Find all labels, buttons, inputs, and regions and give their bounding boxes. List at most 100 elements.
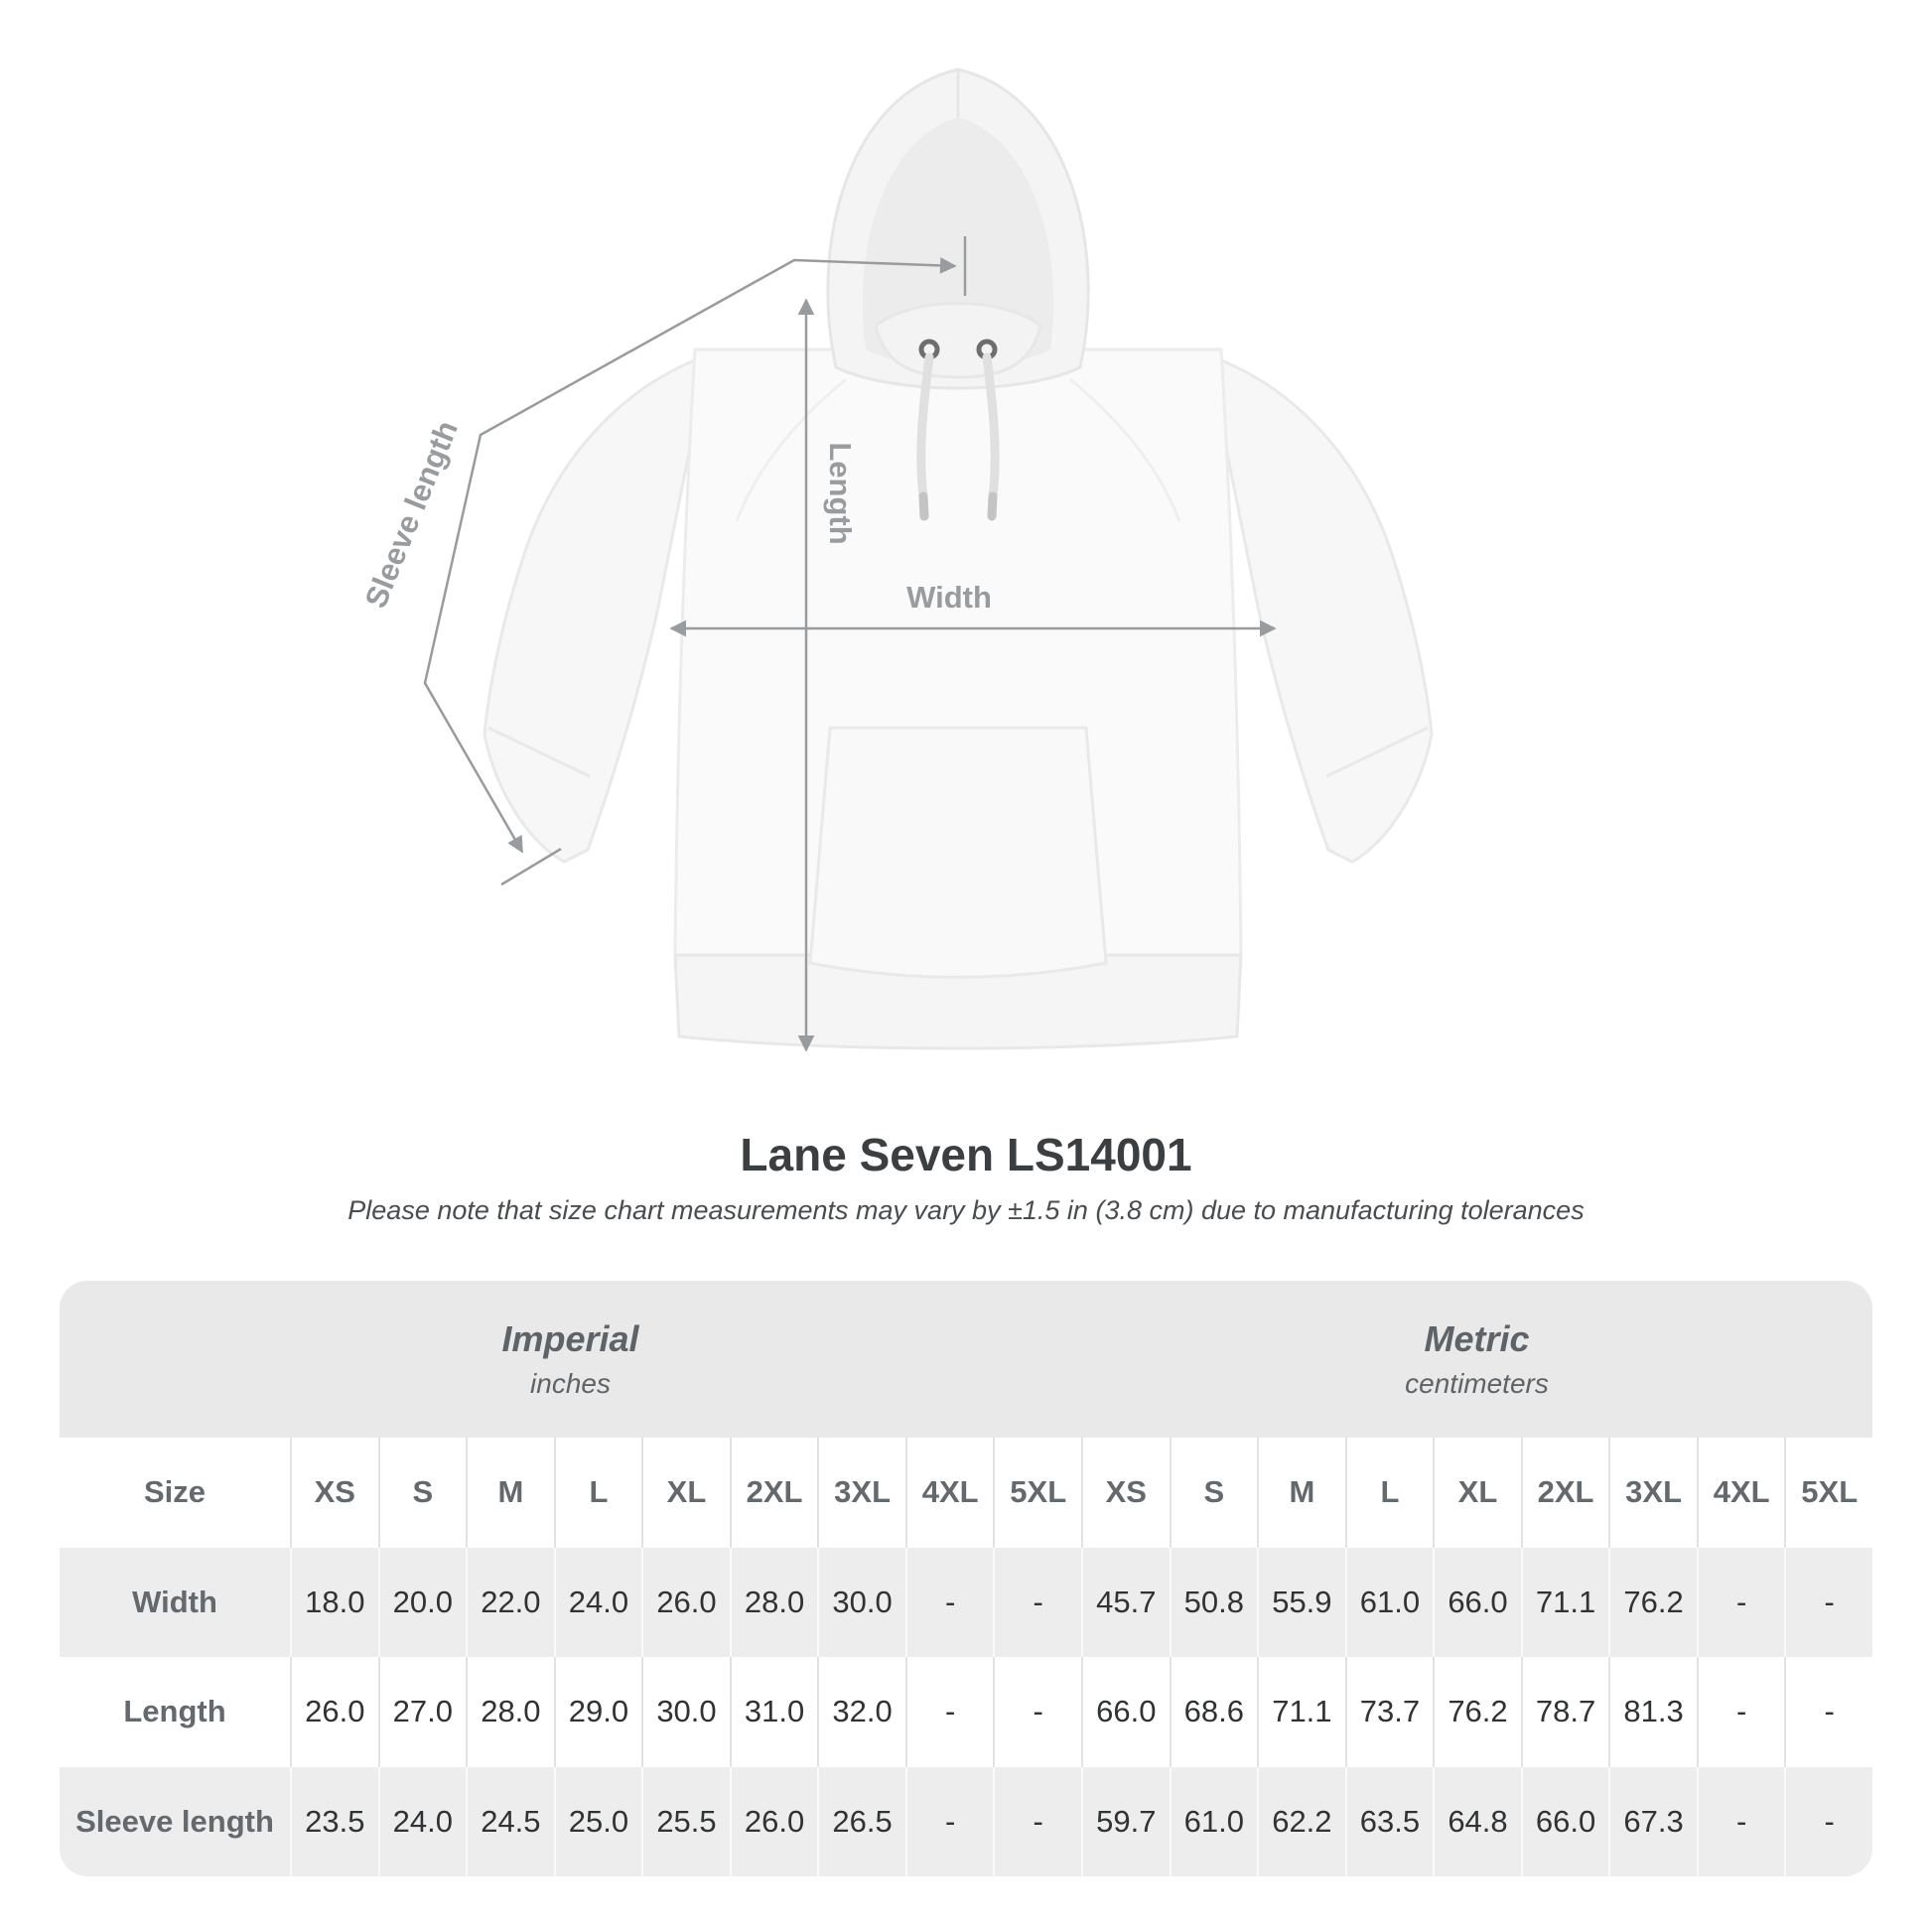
size-header-imperial-s: S: [377, 1438, 467, 1548]
value-metric-l: 61.0: [1344, 1547, 1434, 1657]
value-imperial-2xl: 31.0: [729, 1657, 818, 1767]
size-header-imperial-m: M: [466, 1438, 554, 1548]
value-metric-3xl: 67.3: [1608, 1766, 1697, 1876]
value-imperial-3xl: 30.0: [817, 1547, 905, 1657]
size-chart-table: Imperial inches Metric centimeters Size X…: [60, 1281, 1872, 1876]
value-imperial-5xl: -: [993, 1766, 1081, 1876]
size-header-imperial-4xl: 4XL: [904, 1438, 994, 1548]
size-header-metric-3xl: 3XL: [1608, 1438, 1697, 1548]
sleeve-length-cuff-tick: [500, 847, 562, 887]
hoodie-left-sleeve: [483, 352, 709, 864]
value-metric-3xl: 81.3: [1608, 1657, 1697, 1767]
value-imperial-5xl: -: [993, 1547, 1081, 1657]
value-imperial-2xl: 26.0: [729, 1766, 818, 1876]
value-imperial-xl: 30.0: [641, 1657, 730, 1767]
metric-unit-label: centimeters: [1405, 1368, 1549, 1399]
imperial-unit-label: inches: [530, 1368, 611, 1399]
value-imperial-4xl: -: [904, 1547, 994, 1657]
value-imperial-4xl: -: [904, 1657, 994, 1767]
value-metric-4xl: -: [1696, 1766, 1785, 1876]
size-header-imperial-xl: XL: [641, 1438, 730, 1548]
value-metric-xs: 45.7: [1081, 1547, 1170, 1657]
size-header-metric-2xl: 2XL: [1520, 1438, 1609, 1548]
value-imperial-m: 22.0: [466, 1547, 554, 1657]
size-header-imperial-xs: XS: [290, 1438, 378, 1548]
unit-header-row: Imperial inches Metric centimeters: [60, 1281, 1872, 1438]
value-imperial-3xl: 32.0: [817, 1657, 905, 1767]
hoodie-illustration: [483, 68, 1434, 1050]
value-metric-2xl: 66.0: [1520, 1766, 1609, 1876]
width-measure: Width: [669, 580, 1277, 637]
hoodie-pocket: [808, 726, 1108, 979]
row-label: Length: [60, 1657, 290, 1767]
value-metric-xl: 64.8: [1433, 1766, 1521, 1876]
value-metric-s: 61.0: [1169, 1766, 1258, 1876]
value-metric-xs: 59.7: [1081, 1766, 1170, 1876]
size-header-metric-xl: XL: [1433, 1438, 1521, 1548]
width-label: Width: [906, 580, 992, 615]
value-metric-5xl: -: [1784, 1547, 1872, 1657]
value-imperial-l: 29.0: [553, 1657, 642, 1767]
size-header-metric-m: M: [1257, 1438, 1345, 1548]
value-metric-l: 63.5: [1344, 1766, 1434, 1876]
imperial-label: Imperial: [501, 1318, 639, 1359]
value-metric-xs: 66.0: [1081, 1657, 1170, 1767]
unit-header-metric: Metric centimeters: [1081, 1281, 1872, 1438]
value-metric-3xl: 76.2: [1608, 1547, 1697, 1657]
size-header-imperial-3xl: 3XL: [817, 1438, 905, 1548]
value-imperial-l: 25.0: [553, 1766, 642, 1876]
product-title: Lane Seven LS14001: [740, 1129, 1192, 1180]
value-metric-m: 71.1: [1257, 1657, 1345, 1767]
length-measure: Length: [797, 298, 858, 1052]
value-imperial-xl: 25.5: [641, 1766, 730, 1876]
size-header-metric-s: S: [1169, 1438, 1258, 1548]
unit-header-imperial: Imperial inches: [60, 1281, 1081, 1438]
tolerance-note: Please note that size chart measurements…: [347, 1195, 1585, 1225]
metric-label: Metric: [1424, 1318, 1530, 1359]
size-header-imperial-2xl: 2XL: [729, 1438, 818, 1548]
sleeve-length-arrow: [423, 257, 957, 854]
right-drawstring: [982, 352, 1000, 501]
size-header-imperial-5xl: 5XL: [993, 1438, 1081, 1548]
value-imperial-2xl: 28.0: [729, 1547, 818, 1657]
value-imperial-xs: 26.0: [290, 1657, 378, 1767]
value-metric-m: 62.2: [1257, 1766, 1345, 1876]
size-header-metric-l: L: [1344, 1438, 1434, 1548]
value-imperial-l: 24.0: [553, 1547, 642, 1657]
value-metric-2xl: 78.7: [1520, 1657, 1609, 1767]
value-imperial-xs: 18.0: [290, 1547, 378, 1657]
value-imperial-3xl: 26.5: [817, 1766, 905, 1876]
size-header-metric-5xl: 5XL: [1784, 1438, 1872, 1548]
hoodie-right-cuff-seam: [1325, 726, 1429, 778]
value-metric-s: 50.8: [1169, 1547, 1258, 1657]
left-drawstring-aglet: [918, 491, 929, 521]
value-imperial-4xl: -: [904, 1766, 994, 1876]
value-imperial-5xl: -: [993, 1657, 1081, 1767]
value-metric-m: 55.9: [1257, 1547, 1345, 1657]
row-label: Width: [60, 1547, 290, 1657]
row-label: Sleeve length: [60, 1766, 290, 1876]
value-metric-4xl: -: [1696, 1547, 1785, 1657]
value-metric-xl: 66.0: [1433, 1547, 1521, 1657]
value-imperial-s: 27.0: [377, 1657, 467, 1767]
sleeve-length-label: Sleeve length: [358, 416, 465, 613]
hoodie-measurement-figure: Sleeve length Length Width: [358, 68, 1434, 1052]
value-metric-4xl: -: [1696, 1657, 1785, 1767]
value-metric-5xl: -: [1784, 1657, 1872, 1767]
value-metric-5xl: -: [1784, 1766, 1872, 1876]
value-metric-l: 73.7: [1344, 1657, 1434, 1767]
size-column-header: Size: [60, 1438, 290, 1548]
value-imperial-s: 24.0: [377, 1766, 467, 1876]
hoodie-waistband: [673, 953, 1243, 1050]
value-metric-s: 68.6: [1169, 1657, 1258, 1767]
hoodie-right-sleeve: [1207, 352, 1434, 864]
length-label: Length: [823, 442, 858, 544]
value-imperial-m: 28.0: [466, 1657, 554, 1767]
value-imperial-xs: 23.5: [290, 1766, 378, 1876]
right-drawstring-aglet: [987, 491, 998, 521]
value-metric-2xl: 71.1: [1520, 1547, 1609, 1657]
value-imperial-s: 20.0: [377, 1547, 467, 1657]
value-metric-xl: 76.2: [1433, 1657, 1521, 1767]
size-header-imperial-l: L: [553, 1438, 642, 1548]
